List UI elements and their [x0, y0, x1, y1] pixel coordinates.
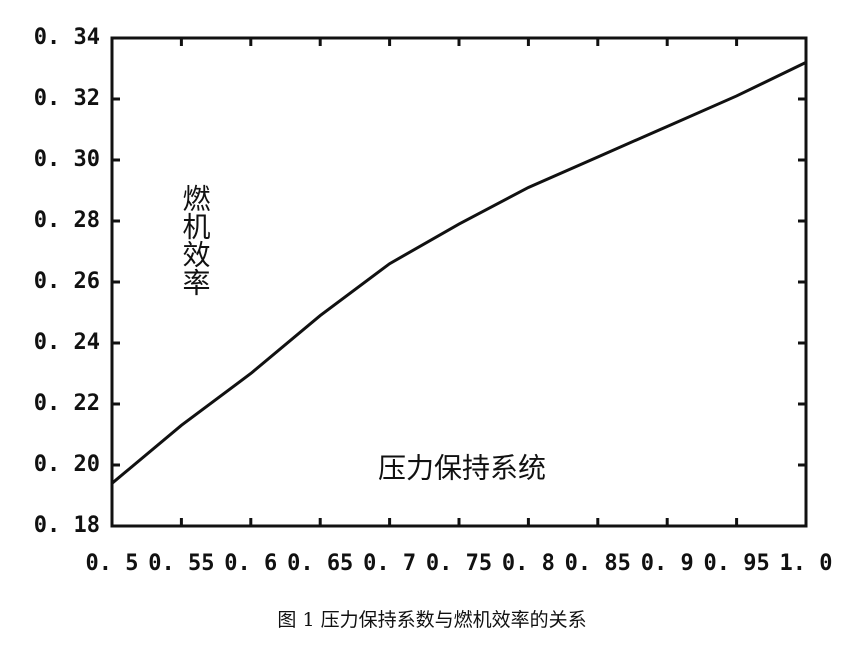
caption: 图 1 压力保持系数与燃机效率的关系	[277, 609, 586, 631]
line	[111, 61, 807, 485]
y-tick-label: 0. 26	[34, 269, 100, 294]
y-axis-label: 燃机效率	[179, 184, 212, 296]
x-tick-label: 0. 95	[703, 551, 769, 576]
x-tick-label: 0. 5	[86, 551, 139, 576]
x-tick-label: 0. 7	[363, 551, 416, 576]
x-axis-label: 压力保持系统	[378, 452, 546, 485]
x-tick-label: 0. 9	[641, 551, 694, 576]
y-tick-label: 0. 20	[34, 452, 100, 477]
x-tick-label: 0. 75	[426, 551, 492, 576]
y-tick-label: 0. 32	[34, 86, 100, 111]
x-tick-label: 0. 55	[148, 551, 214, 576]
x-tick-label: 0. 65	[287, 551, 353, 576]
y-tick-label: 0. 34	[34, 25, 100, 50]
x-tick-label: 0. 6	[224, 551, 277, 576]
x-tick-label: 0. 85	[565, 551, 631, 576]
y-tick-label: 0. 28	[34, 208, 100, 233]
y-tick-label: 0. 24	[34, 330, 100, 355]
y-tick-label: 0. 22	[34, 391, 100, 416]
x-tick-label: 0. 8	[502, 551, 555, 576]
y-tick-label: 0. 18	[34, 513, 100, 538]
y-tick-label: 0. 30	[34, 147, 100, 172]
x-tick-label: 1. 0	[780, 551, 833, 576]
